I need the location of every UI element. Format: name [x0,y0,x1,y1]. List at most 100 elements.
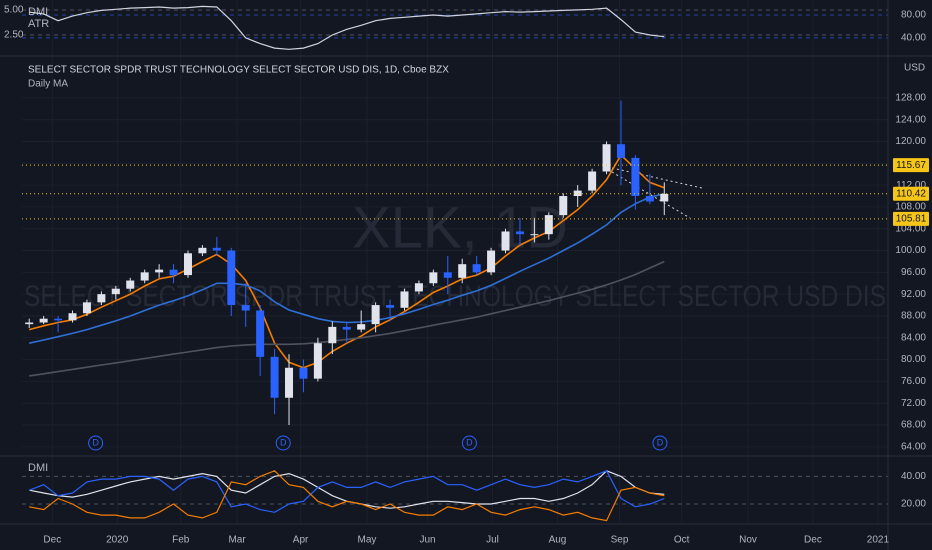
candle-body [313,343,322,379]
y-tick-label: 20.00 [901,499,926,510]
dividend-label: D [657,437,664,447]
y-tick-label: 128.00 [895,93,926,104]
candle-body [530,234,539,236]
y-tick-label: 100.00 [895,245,926,256]
x-tick-label: May [358,535,377,546]
candle-body [501,231,510,251]
dividend-label: D [92,437,99,447]
y-tick-label: 120.00 [895,136,926,147]
y-tick-label: 104.00 [895,223,926,234]
candle-body [602,144,611,172]
trend-line [611,167,703,189]
y-tick-label: 68.00 [901,420,926,431]
y-tick-label: 64.00 [901,441,926,452]
x-tick-label: Dec [43,535,61,546]
candle-body [97,294,106,303]
y-tick-label: 92.00 [901,289,926,300]
watermark-symbol: XLK, 1D [352,195,568,260]
dividend-marker [461,435,477,451]
candle-body [414,283,423,292]
candle-body [82,302,91,314]
candle-body [386,305,395,308]
candle-body [212,247,221,251]
currency: USD [904,63,925,74]
x-tick-label: Feb [172,535,190,546]
candle-body [400,291,409,308]
candle-body [198,247,207,254]
candle-body [515,231,524,235]
pane-title: DMI [28,462,48,474]
x-tick-label: Jun [420,535,436,546]
candle-body [660,193,669,202]
pane-title: DMI [28,6,48,18]
candle-body [429,272,438,284]
price-label-box [893,158,929,173]
candle-body [270,356,279,398]
candle-body [559,196,568,216]
y-tick-label: 40.00 [901,32,926,43]
candle-body [487,250,496,273]
candle-body [285,367,294,398]
y-tick-label: 40.00 [901,471,926,482]
series-line [29,470,665,522]
x-tick-label: Mar [228,535,246,546]
candle-body [544,215,553,235]
candle-body [299,367,308,379]
candle-body [169,269,178,276]
price-label-box [893,211,929,226]
candle-body [68,313,77,321]
candle-body [140,272,149,281]
candle-body [357,324,366,330]
watermark-description: SELECT SECTOR SPDR TRUST TECHNOLOGY SELE… [24,280,886,313]
y-tick-label: 124.00 [895,114,926,125]
dividend-marker [88,435,104,451]
dividend-label: D [280,437,287,447]
series-line [28,470,665,513]
y-tick-label: 108.00 [895,202,926,213]
y-tick-label: 88.00 [901,311,926,322]
candle-body [183,253,192,276]
price-label: 110.42 [896,188,926,199]
candle-body [472,264,481,273]
x-tick-label: 2021 [867,535,890,546]
pane-subtitle: ATR [28,18,49,30]
candle-body [126,280,135,289]
candle-body [25,322,34,325]
y-tick-label: 80.00 [901,354,926,365]
y-tick-label: 84.00 [901,332,926,343]
candle-body [573,190,582,197]
price-label-box [893,186,929,201]
series-line [29,5,665,50]
candle-body [342,326,351,330]
x-tick-label: Oct [674,535,690,546]
price-label: 115.67 [896,160,926,171]
x-tick-label: 2020 [106,535,129,546]
x-tick-label: Jul [486,535,499,546]
x-tick-label: Sep [611,535,629,546]
indicator-name: Daily MA [28,79,68,90]
candle-body [631,157,640,197]
dividend-marker [275,435,291,451]
y-tick-label: 76.00 [901,376,926,387]
candle-body [645,196,654,202]
candle-body [458,264,467,278]
symbol-title: SELECT SECTOR SPDR TRUST TECHNOLOGY SELE… [28,65,449,76]
candle-body [39,318,48,323]
price-label: 105.81 [896,214,927,225]
candle-body [241,305,250,311]
candle-body [155,269,164,273]
candle-body [111,288,120,295]
candle-body [371,305,380,325]
watermark: XLK, 1D SELECT SECTOR SPDR TRUST TECHNOL… [24,195,886,313]
x-tick-label: Dec [804,535,822,546]
x-tick-label: Aug [549,535,567,546]
y2-tick-label: 5.00 [4,5,24,16]
x-tick-label: Nov [739,535,757,546]
y2-tick-label: 2.50 [4,30,24,41]
candle-body [443,272,452,278]
candle-body [54,318,63,321]
trend-line [611,171,691,219]
candle-body [328,326,337,344]
